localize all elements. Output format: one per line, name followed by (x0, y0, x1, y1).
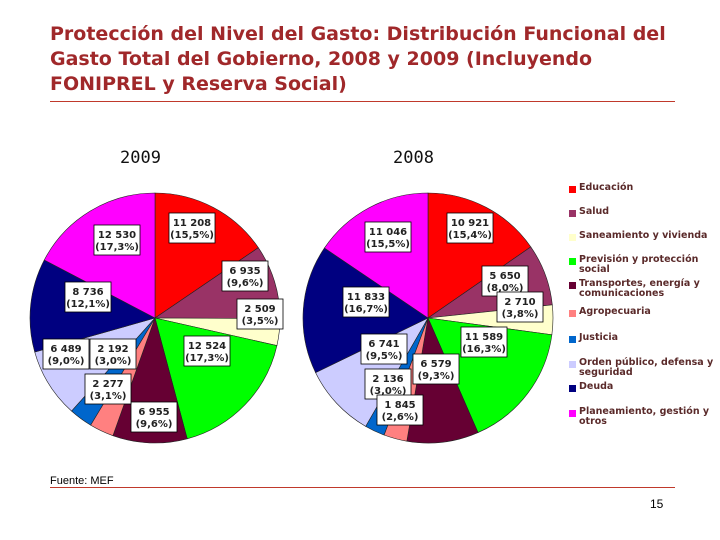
data-label-value-2009-saneamiento: 2 509 (244, 304, 275, 315)
legend-label: Agropecuaria (579, 306, 651, 317)
data-label-box (364, 221, 412, 253)
data-label-value-2009-agropecuaria: 2 277 (92, 379, 123, 390)
data-label-percent-2008-orden-publico: (9,5%) (366, 351, 403, 362)
data-label-box (130, 401, 178, 433)
data-label-value-2008-agropecuaria: 2 136 (372, 374, 403, 385)
data-label-percent-2008-prevision: (16,3%) (462, 344, 506, 355)
data-label-percent-2009-planeamiento: (17,3%) (95, 242, 139, 253)
data-label-value-2008-deuda: 11 833 (347, 292, 385, 303)
page-number: 15 (650, 497, 664, 511)
legend-label: Salud (579, 206, 610, 217)
legend-label: Justicia (579, 332, 619, 343)
data-label-percent-2008-agropecuaria: (3,0%) (370, 386, 407, 397)
data-label-box (183, 335, 231, 367)
data-label-value-2008-orden-publico: 6 741 (368, 339, 399, 350)
title-divider (50, 101, 675, 102)
source-note: Fuente: MEF (50, 475, 114, 487)
data-label-percent-2009-saneamiento: (3,5%) (242, 316, 279, 327)
pie-slice-2008-prevision (427, 317, 553, 433)
data-label-percent-2008-saneamiento: (3,8%) (502, 309, 539, 320)
legend-label: Orden público, defensa y seguridad (579, 357, 714, 378)
data-label-box (89, 338, 137, 370)
data-label-percent-2008-deuda: (16,7%) (344, 304, 388, 315)
data-label-box (496, 291, 544, 323)
data-label-box (360, 333, 408, 365)
data-label-value-2009-planeamiento: 12 530 (98, 230, 136, 241)
legend-label: Planeamiento, gestión y otros (579, 406, 710, 427)
legend-swatch (569, 282, 576, 289)
data-label-value-2009-prevision: 12 524 (188, 341, 226, 352)
data-label-value-2008-prevision: 11 589 (465, 332, 503, 343)
legend-swatch (569, 361, 576, 368)
data-label-value-2009-justicia: 2 192 (97, 344, 128, 355)
data-label-percent-2008-planeamiento: (15,5%) (366, 239, 410, 250)
legend-label: Deuda (579, 381, 614, 392)
legend-swatch (569, 234, 576, 241)
legend-swatch (569, 410, 576, 417)
data-label-percent-2009-agropecuaria: (3,1%) (90, 391, 127, 402)
data-label-box (342, 286, 390, 318)
legend-swatch (569, 258, 576, 265)
data-label-box (64, 281, 112, 313)
data-label-value-2009-deuda: 8 736 (72, 287, 103, 298)
data-label-box (168, 212, 216, 244)
legend-swatch (569, 210, 576, 217)
data-label-box (84, 373, 132, 405)
data-label-percent-2009-deuda: (12,1%) (66, 299, 110, 310)
data-label-value-2009-transportes: 6 955 (138, 407, 169, 418)
data-label-box (376, 394, 424, 426)
data-label-box (42, 338, 90, 370)
data-label-value-2009-orden-publico: 6 489 (50, 344, 81, 355)
data-label-percent-2008-justicia: (2,6%) (382, 412, 419, 423)
data-label-percent-2009-orden-publico: (9,0%) (48, 356, 85, 367)
chart-title-2009: 2009 (120, 148, 161, 168)
legend-swatch (569, 385, 576, 392)
data-label-box (412, 353, 460, 385)
legend-label: Transportes, energía y comunicaciones (579, 278, 700, 299)
data-label-value-2008-educacion: 10 921 (451, 218, 489, 229)
data-label-percent-2009-transportes: (9,6%) (136, 419, 173, 430)
data-label-percent-2008-salud: (8,0%) (487, 283, 524, 294)
pie-2008: 10 921(15,4%) 5 650(8,0%) 2 710(3,8%) 11 58… (302, 192, 554, 444)
data-label-box (481, 265, 529, 297)
data-label-box (446, 212, 494, 244)
data-label-value-2009-educacion: 11 208 (173, 218, 211, 229)
legend-swatch (569, 336, 576, 343)
legend-swatch (569, 310, 576, 317)
data-label-percent-2009-justicia: (3,0%) (95, 356, 132, 367)
data-label-value-2008-planeamiento: 11 046 (369, 227, 407, 238)
data-label-value-2008-salud: 5 650 (489, 271, 520, 282)
data-label-box (460, 326, 508, 358)
data-label-box (236, 298, 284, 330)
legend-label: Saneamiento y vivienda (579, 230, 708, 241)
chart-title-2008: 2008 (393, 148, 434, 168)
data-label-percent-2009-salud: (9,6%) (227, 278, 264, 289)
slide-title: Protección del Nivel del Gasto: Distribu… (50, 23, 666, 95)
footer-divider (50, 487, 675, 488)
legend-label: Educación (579, 182, 634, 193)
pie-2009: 11 208(15,5%)6 935(9,6%)2 509(3,5%)12 52… (29, 192, 284, 444)
legend-swatch (569, 186, 576, 193)
data-label-value-2008-justicia: 1 845 (384, 400, 415, 411)
legend-label: Previsión y protección social (579, 254, 699, 275)
data-label-percent-2008-transportes: (9,3%) (418, 371, 455, 382)
data-label-box (221, 260, 269, 292)
data-label-value-2009-salud: 6 935 (229, 266, 260, 277)
data-label-percent-2009-educacion: (15,5%) (170, 230, 214, 241)
pie-slice-2009-planeamiento (43, 192, 156, 319)
data-label-percent-2009-prevision: (17,3%) (185, 353, 229, 364)
data-label-box (93, 224, 141, 256)
data-label-value-2008-transportes: 6 579 (420, 359, 451, 370)
data-label-percent-2008-educacion: (15,4%) (448, 230, 492, 241)
data-label-value-2008-saneamiento: 2 710 (504, 297, 535, 308)
data-label-box (364, 368, 412, 400)
